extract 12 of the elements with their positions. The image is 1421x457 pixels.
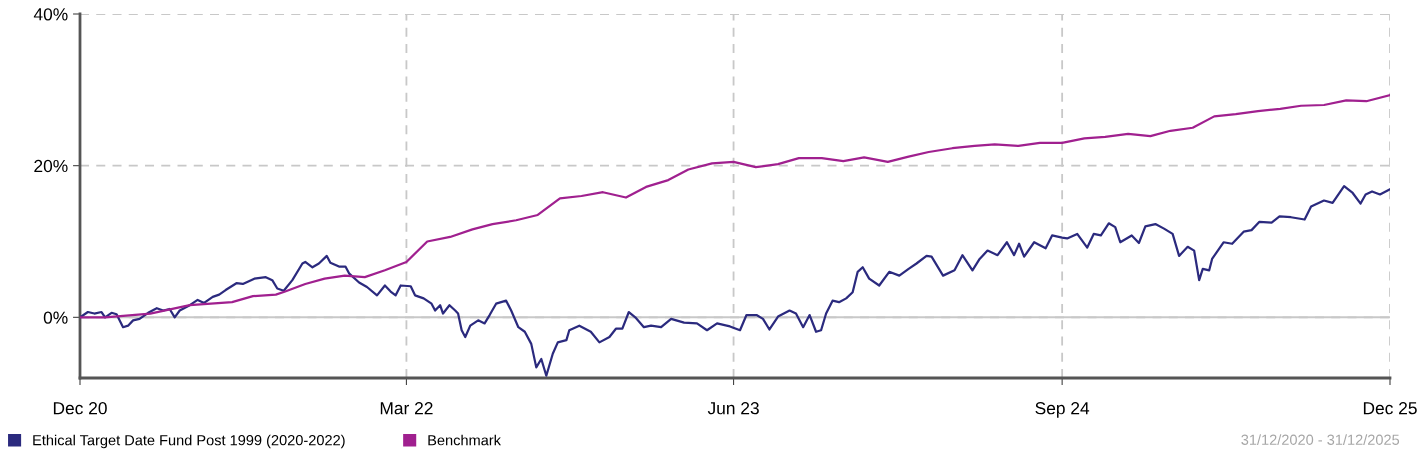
x-tick-label: Sep 24 <box>1035 402 1090 418</box>
x-tick-label: Dec 20 <box>53 402 107 415</box>
x-tick-label: Jun 23 <box>707 402 759 415</box>
x-tick-label: Dec 25 <box>1363 402 1417 415</box>
legend-label: Benchmark <box>428 434 501 446</box>
y-tick-label: 40% <box>33 8 68 21</box>
line-series <box>80 94 1390 319</box>
y-tick-label: 0% <box>43 311 68 324</box>
y-tick-label: 20% <box>34 159 68 173</box>
x-tick-label: Mar 22 <box>380 402 433 415</box>
text: 31/12/2020 - 31/12/2025 <box>1241 434 1400 445</box>
legend-label: Ethical Target Date Fund Post 1999 (2020-2022) <box>33 434 345 449</box>
